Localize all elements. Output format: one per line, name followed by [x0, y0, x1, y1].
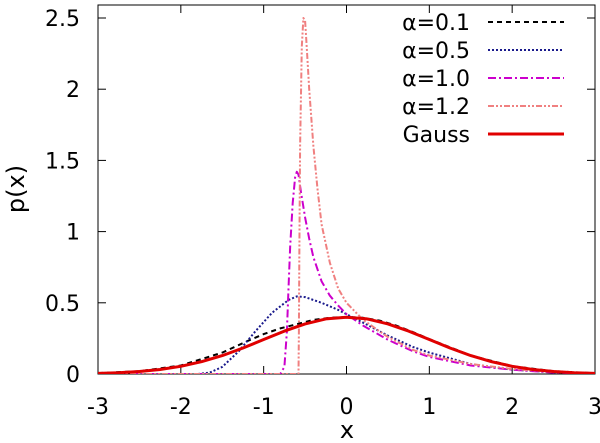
series-line-alpha-1.2 [98, 17, 595, 374]
y-tick-label: 2.5 [45, 7, 80, 32]
y-tick-label: 1 [66, 221, 80, 246]
y-tick-label: 1.5 [45, 149, 80, 174]
y-tick-label: 0 [66, 363, 80, 388]
x-tick-label: 3 [588, 395, 600, 420]
y-tick-label: 0.5 [45, 292, 80, 317]
series-line-alpha-0.5 [98, 295, 595, 374]
legend-label: α=0.5 [402, 39, 470, 64]
x-axis-label: x [340, 416, 354, 443]
legend-label: α=1.0 [402, 67, 470, 92]
series-line-alpha-1.0 [98, 170, 595, 374]
x-tick-label: -3 [87, 395, 109, 420]
x-tick-label: 2 [505, 395, 519, 420]
y-tick-label: 2 [66, 78, 80, 103]
axis-tick-labels: -3 -2 -1 0 1 2 3 0 0.5 1 1.5 2 2.5 [45, 7, 600, 420]
x-tick-label: 1 [422, 395, 436, 420]
legend-label: α=0.1 [402, 11, 470, 36]
series-line-gauss [98, 315, 595, 374]
legend: α=0.1 α=0.5 α=1.0 α=1.2 Gauss [402, 11, 564, 148]
series-layer [98, 17, 595, 374]
x-tick-label: -2 [170, 395, 192, 420]
legend-label: Gauss [403, 123, 470, 148]
x-tick-label: -1 [253, 395, 275, 420]
y-axis-label: p(x) [2, 165, 30, 213]
x-tick-label: 0 [340, 395, 354, 420]
legend-label: α=1.2 [402, 95, 470, 120]
series-line-alpha-0.1 [98, 316, 595, 374]
